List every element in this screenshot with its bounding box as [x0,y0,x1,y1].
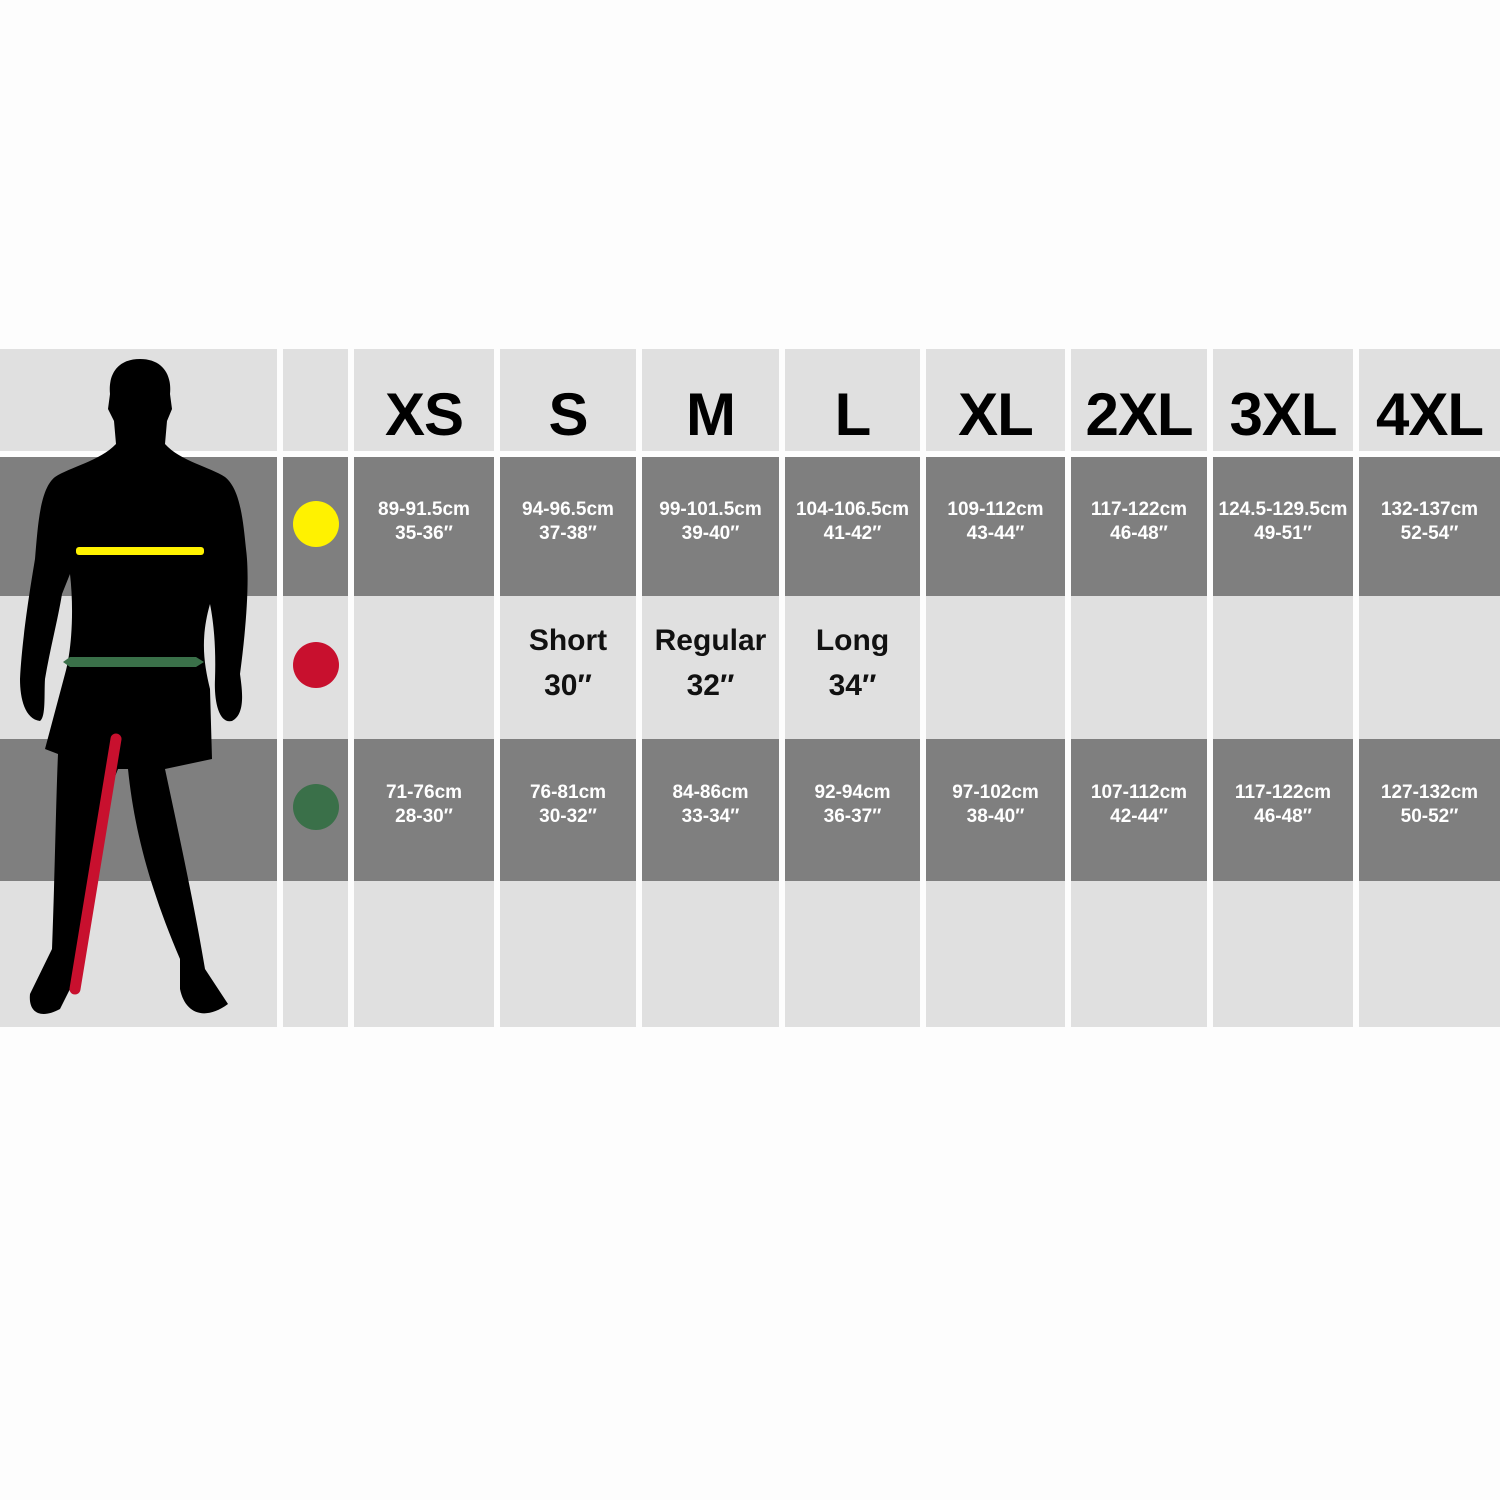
chest-cell-3xl: 124.5-129.5cm 49-51″ [1213,457,1353,596]
inch-value: 42-44″ [1110,806,1168,827]
chest-cell-m: 99-101.5cm 39-40″ [642,457,779,596]
cm-value: 117-122cm [1090,498,1188,520]
empty-cell [1071,881,1207,1027]
cm-value: 89-91.5cm [378,498,470,520]
cm-value: 127-132cm [1380,782,1479,803]
marker-cell-chest [283,457,348,596]
chest-cell-l: 104-106.5cm 41-42″ [785,457,920,596]
leg-cell-2xl [1071,596,1207,739]
inch-value: 46-48″ [1110,522,1168,544]
size-header-2xl: 2XL [1071,349,1207,451]
cm-value: 109-112cm [947,498,1044,520]
leg-cell-xl [926,596,1065,739]
size-header-l: L [785,349,920,451]
waist-cell-xl: 97-102cm 38-40″ [926,739,1065,881]
empty-cell [354,881,494,1027]
leg-cell-xs [354,596,494,739]
inch-value: 46-48″ [1254,806,1312,827]
body-silhouette-icon [0,349,277,1027]
empty-cell [785,881,920,1027]
inch-value: 33-34″ [681,806,740,827]
empty-cell [642,881,779,1027]
fit-label: Long [815,623,890,657]
empty-cell [283,881,348,1027]
leg-cell-l: Long 34″ [785,596,920,739]
size-header-m: M [642,349,779,451]
cm-value: 99-101.5cm [659,498,762,520]
header-marker-cell [283,349,348,451]
leg-cell-s: Short 30″ [500,596,636,739]
leg-cell-4xl [1359,596,1500,739]
inch-length: 34″ [828,668,877,702]
leg-cell-3xl [1213,596,1353,739]
cm-value: 84-86cm [672,782,749,803]
waist-cell-4xl: 127-132cm 50-52″ [1359,739,1500,881]
chest-cell-xl: 109-112cm 43-44″ [926,457,1065,596]
chest-line [76,547,204,555]
waist-cell-2xl: 107-112cm 42-44″ [1071,739,1207,881]
waist-cell-m: 84-86cm 33-34″ [642,739,779,881]
size-header-4xl: 4XL [1359,349,1500,451]
empty-cell [926,881,1065,1027]
empty-cell [1213,881,1353,1027]
inch-length: 32″ [686,668,735,702]
inch-value: 38-40″ [966,806,1025,827]
cm-value: 132-137cm [1380,498,1479,520]
empty-cell [500,881,636,1027]
chest-cell-xs: 89-91.5cm 35-36″ [354,457,494,596]
cm-value: 71-76cm [385,782,463,803]
inch-value: 36-37″ [823,806,882,827]
cm-value: 107-112cm [1090,782,1188,803]
chest-cell-4xl: 132-137cm 52-54″ [1359,457,1500,596]
cm-value: 76-81cm [529,782,607,803]
leg-marker-icon [293,641,339,688]
cm-value: 92-94cm [814,782,891,803]
cm-value: 117-122cm [1234,782,1332,803]
inch-value: 52-54″ [1400,522,1459,544]
fit-label: Regular [654,623,767,657]
cm-value: 104-106.5cm [795,498,910,520]
waist-marker-icon [293,784,339,830]
empty-cell [1359,881,1500,1027]
inch-value: 43-44″ [966,522,1025,544]
fit-label: Short [528,623,608,657]
waist-cell-s: 76-81cm 30-32″ [500,739,636,881]
size-header-xl: XL [926,349,1065,451]
inch-value: 30-32″ [539,806,597,827]
chest-marker-icon [293,500,339,547]
chest-cell-s: 94-96.5cm 37-38″ [500,457,636,596]
size-header-xs: XS [354,349,494,451]
cm-value: 97-102cm [952,782,1039,803]
inch-value: 39-40″ [681,522,740,544]
leg-cell-m: Regular 32″ [642,596,779,739]
inch-value: 41-42″ [823,522,882,544]
inch-value: 35-36″ [395,522,453,544]
inch-length: 30″ [544,668,592,702]
marker-cell-leg [283,596,348,739]
leg-line [69,733,122,995]
inch-value: 37-38″ [539,522,597,544]
size-header-3xl: 3XL [1213,349,1353,451]
chest-cell-2xl: 117-122cm 46-48″ [1071,457,1207,596]
waist-cell-xs: 71-76cm 28-30″ [354,739,494,881]
cm-value: 124.5-129.5cm [1218,498,1348,520]
inch-value: 28-30″ [395,806,453,827]
inch-value: 49-51″ [1254,522,1312,544]
waist-cell-l: 92-94cm 36-37″ [785,739,920,881]
size-header-s: S [500,349,636,451]
waist-line [63,657,204,667]
waist-cell-3xl: 117-122cm 46-48″ [1213,739,1353,881]
marker-cell-waist [283,739,348,881]
inch-value: 50-52″ [1400,806,1459,827]
cm-value: 94-96.5cm [522,498,614,520]
